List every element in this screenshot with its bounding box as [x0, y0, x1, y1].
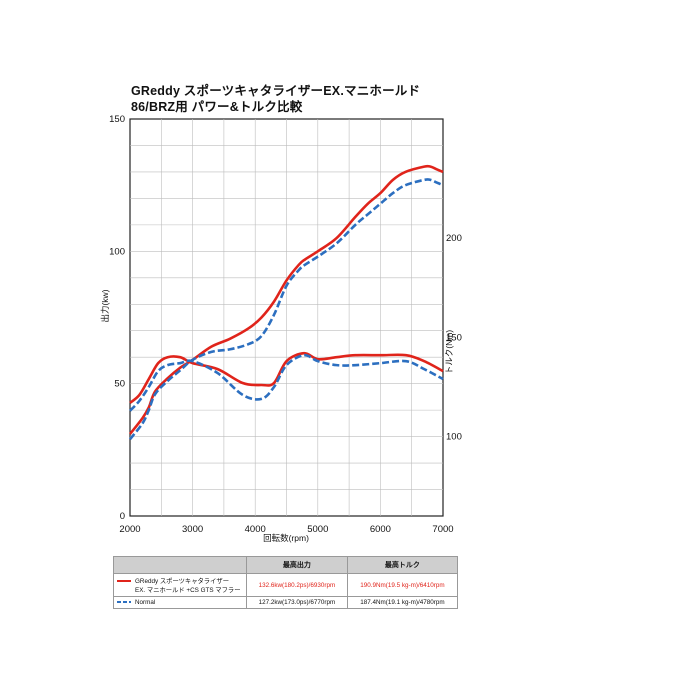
greddy-power-line — [128, 164, 444, 435]
max-power-normal: 127.2kw(173.0ps)/6770rpm — [246, 596, 348, 609]
series-lines — [128, 164, 444, 441]
x-tick-label: 3000 — [182, 524, 203, 535]
max-power-greddy: 132.6kw(180.2ps)/6930rpm — [246, 573, 348, 597]
chart-title-line1: GReddy スポーツキャタライザーEX.マニホールド — [131, 84, 421, 98]
table-row: Normal 127.2kw(173.0ps)/6770rpm 187.4Nm(… — [113, 596, 459, 609]
y-tick-label-left: 100 — [109, 246, 125, 257]
legend-text-line2: EX. マニホールド +CS GTS マフラー — [135, 587, 241, 594]
x-tick-label: 4000 — [245, 524, 266, 535]
legend-text-line1: GReddy スポーツキャタライザー — [135, 578, 229, 585]
max-torque-normal: 187.4Nm(19.1 kg-m)/4780rpm — [346, 596, 459, 609]
blue-dashed-line-swatch — [117, 601, 131, 604]
y-tick-label-left: 50 — [114, 379, 125, 390]
grid-lines — [130, 119, 443, 516]
x-axis-label: 回転数(rpm) — [263, 533, 309, 543]
x-tick-label: 2000 — [119, 524, 140, 535]
y-axis-label-right: トルク(Nm) — [444, 330, 454, 375]
tick-labels: 2000 3000 4000 5000 6000 7000 0 50 100 150 100 150 2… — [109, 114, 462, 535]
y-tick-label-left: 0 — [120, 511, 125, 522]
normal-torque-line — [129, 353, 444, 412]
y-tick-label-right: 100 — [446, 432, 462, 443]
table-header-max-power: 最高出力 — [246, 556, 348, 574]
greddy-torque-line — [129, 351, 444, 404]
max-torque-greddy: 190.9Nm(19.5 kg-m)/6410rpm — [346, 573, 459, 597]
y-tick-label-right: 200 — [446, 233, 462, 244]
normal-power-line — [128, 178, 444, 441]
x-tick-label: 7000 — [432, 524, 453, 535]
table-header-max-torque: 最高トルク — [346, 556, 459, 574]
chart-title-line2: 86/BRZ用 パワー&トルク比較 — [131, 100, 303, 114]
table-header-blank — [113, 556, 247, 574]
table-header-row: 最高出力 最高トルク — [113, 556, 459, 574]
y-axis-label-left: 出力(kw) — [100, 289, 110, 322]
legend-label-normal: Normal — [113, 596, 247, 609]
legend-text-normal: Normal — [135, 599, 156, 606]
y-tick-label-right: 150 — [446, 332, 462, 343]
red-solid-line-swatch — [117, 580, 131, 583]
y-tick-label-left: 150 — [109, 114, 125, 125]
power-torque-chart: 2000 3000 4000 5000 6000 7000 0 50 100 150 100 150 2… — [100, 114, 462, 543]
comparison-table: 最高出力 最高トルク GReddy スポーツキャタライザー EX. マニホールド… — [113, 556, 459, 609]
table-row: GReddy スポーツキャタライザー EX. マニホールド +CS GTS マフ… — [113, 573, 459, 597]
legend-label-greddy: GReddy スポーツキャタライザー EX. マニホールド +CS GTS マフ… — [113, 573, 247, 597]
x-tick-label: 5000 — [307, 524, 328, 535]
x-tick-label: 6000 — [370, 524, 391, 535]
